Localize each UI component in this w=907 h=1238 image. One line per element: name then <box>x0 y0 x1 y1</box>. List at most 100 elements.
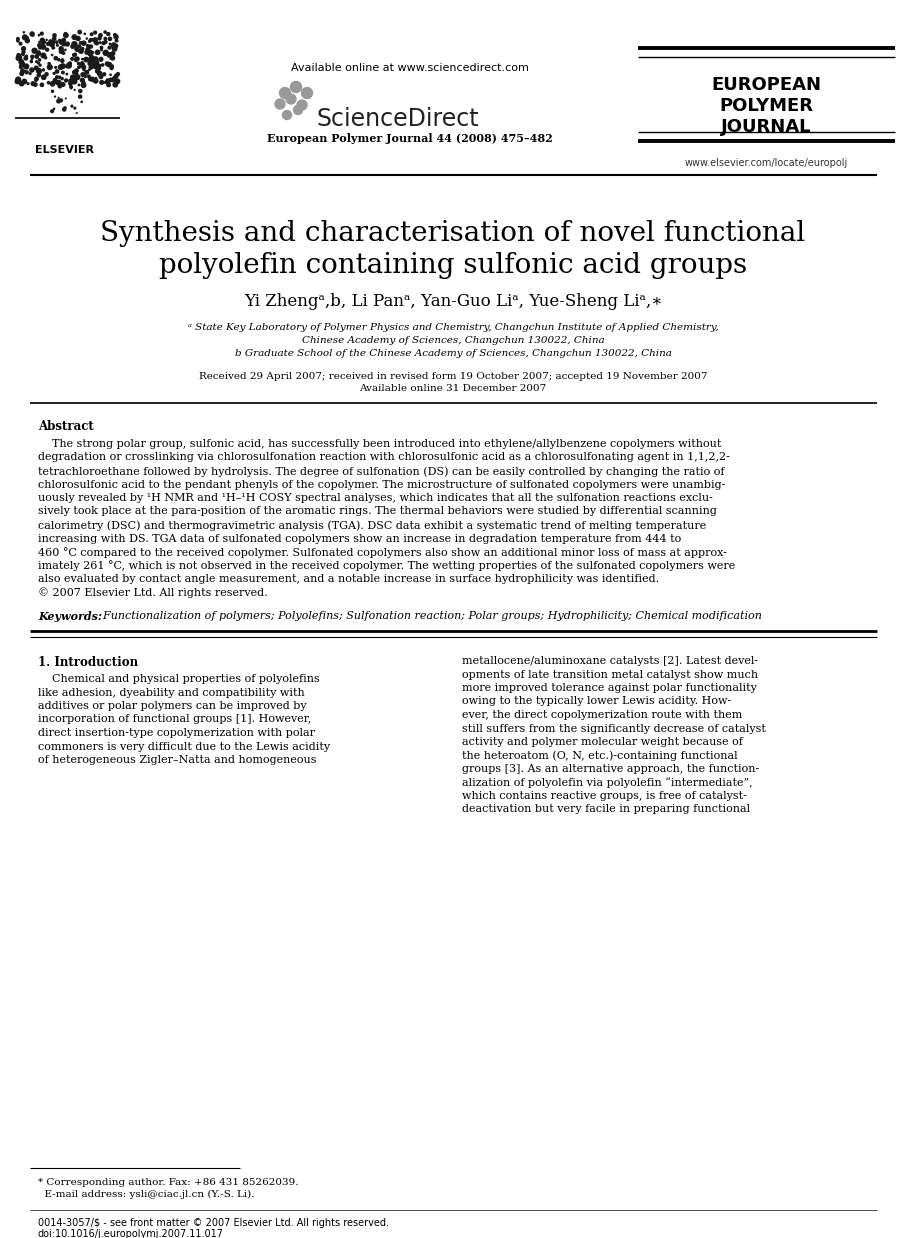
Text: POLYMER: POLYMER <box>719 97 813 115</box>
Circle shape <box>78 84 80 85</box>
Circle shape <box>24 71 25 72</box>
Circle shape <box>43 69 44 71</box>
Circle shape <box>81 102 83 103</box>
Circle shape <box>15 79 19 83</box>
Text: Chemical and physical properties of polyolefins: Chemical and physical properties of poly… <box>38 673 320 685</box>
Circle shape <box>74 58 77 61</box>
Circle shape <box>61 83 64 87</box>
Circle shape <box>78 66 80 68</box>
Circle shape <box>103 51 108 56</box>
Text: alization of polyolefin via polyolefin “intermediate”,: alization of polyolefin via polyolefin “… <box>462 777 753 789</box>
Circle shape <box>72 42 77 47</box>
Text: ᵃ State Key Laboratory of Polymer Physics and Chemistry, Changchun Institute of : ᵃ State Key Laboratory of Polymer Physic… <box>188 323 718 332</box>
Text: 1. Introduction: 1. Introduction <box>38 656 138 669</box>
Text: sively took place at the para-position of the aromatic rings. The thermal behavi: sively took place at the para-position o… <box>38 506 717 516</box>
Text: also evaluated by contact angle measurement, and a notable increase in surface h: also evaluated by contact angle measurem… <box>38 574 659 584</box>
Circle shape <box>38 35 40 36</box>
Circle shape <box>106 79 111 83</box>
Circle shape <box>43 53 45 57</box>
Circle shape <box>51 110 54 113</box>
Circle shape <box>94 66 98 69</box>
Circle shape <box>19 82 24 85</box>
Circle shape <box>108 37 112 41</box>
Circle shape <box>93 38 97 42</box>
Circle shape <box>112 47 117 51</box>
Circle shape <box>101 50 102 51</box>
Circle shape <box>90 45 93 48</box>
Circle shape <box>19 62 21 63</box>
Circle shape <box>19 66 22 68</box>
Circle shape <box>114 35 118 38</box>
Circle shape <box>30 32 34 36</box>
Circle shape <box>30 61 33 63</box>
Text: increasing with DS. TGA data of sulfonated copolymers show an increase in degrad: increasing with DS. TGA data of sulfonat… <box>38 534 681 543</box>
Circle shape <box>59 50 63 53</box>
Circle shape <box>61 78 63 79</box>
Text: 460 °C compared to the received copolymer. Sulfonated copolymers also show an ad: 460 °C compared to the received copolyme… <box>38 547 727 558</box>
Circle shape <box>62 59 63 61</box>
Circle shape <box>56 45 58 46</box>
Text: opments of late transition metal catalyst show much: opments of late transition metal catalys… <box>462 670 758 680</box>
Circle shape <box>58 84 62 88</box>
Circle shape <box>89 56 94 61</box>
Circle shape <box>65 42 69 46</box>
Text: JOURNAL: JOURNAL <box>721 118 811 136</box>
Circle shape <box>114 74 118 78</box>
Circle shape <box>53 37 56 41</box>
Circle shape <box>59 99 63 102</box>
Circle shape <box>20 61 24 64</box>
Circle shape <box>93 66 96 68</box>
Circle shape <box>97 69 100 72</box>
Circle shape <box>45 73 48 76</box>
Circle shape <box>58 64 63 69</box>
Circle shape <box>91 61 95 66</box>
Circle shape <box>37 73 41 77</box>
Circle shape <box>71 76 75 79</box>
Circle shape <box>84 76 86 78</box>
Circle shape <box>15 77 21 82</box>
Circle shape <box>65 45 66 46</box>
Circle shape <box>32 48 37 53</box>
Circle shape <box>44 57 46 59</box>
Circle shape <box>104 41 107 43</box>
Text: incorporation of functional groups [1]. However,: incorporation of functional groups [1]. … <box>38 714 311 724</box>
Circle shape <box>34 77 38 80</box>
Text: 0014-3057/$ - see front matter © 2007 Elsevier Ltd. All rights reserved.: 0014-3057/$ - see front matter © 2007 El… <box>38 1218 389 1228</box>
Circle shape <box>95 51 100 54</box>
Circle shape <box>20 63 24 67</box>
Circle shape <box>49 42 54 47</box>
Circle shape <box>89 69 90 71</box>
Circle shape <box>35 54 38 58</box>
Circle shape <box>110 78 112 80</box>
Circle shape <box>301 88 313 99</box>
Circle shape <box>83 67 85 69</box>
Circle shape <box>89 59 93 63</box>
Circle shape <box>113 45 118 48</box>
Circle shape <box>47 64 53 69</box>
Circle shape <box>22 53 24 56</box>
Circle shape <box>21 71 24 73</box>
Circle shape <box>53 80 56 83</box>
Circle shape <box>112 79 115 82</box>
Circle shape <box>78 45 80 47</box>
Circle shape <box>111 56 114 59</box>
Circle shape <box>115 40 118 42</box>
Circle shape <box>93 57 98 61</box>
Circle shape <box>53 33 56 37</box>
Circle shape <box>297 100 307 110</box>
Circle shape <box>107 53 112 57</box>
Circle shape <box>108 46 111 50</box>
Circle shape <box>88 53 91 56</box>
Circle shape <box>106 51 108 52</box>
Circle shape <box>71 58 73 61</box>
Circle shape <box>77 62 80 64</box>
Circle shape <box>91 33 93 36</box>
Text: Synthesis and characterisation of novel functional: Synthesis and characterisation of novel … <box>101 220 805 248</box>
Circle shape <box>90 38 92 41</box>
Circle shape <box>52 90 54 93</box>
Text: Received 29 April 2007; received in revised form 19 October 2007; accepted 19 No: Received 29 April 2007; received in revi… <box>199 371 707 381</box>
Circle shape <box>107 63 109 64</box>
Circle shape <box>66 63 72 68</box>
Text: Functionalization of polymers; Polyolefins; Sulfonation reaction; Polar groups; : Functionalization of polymers; Polyolefi… <box>96 612 762 621</box>
Circle shape <box>27 83 29 84</box>
